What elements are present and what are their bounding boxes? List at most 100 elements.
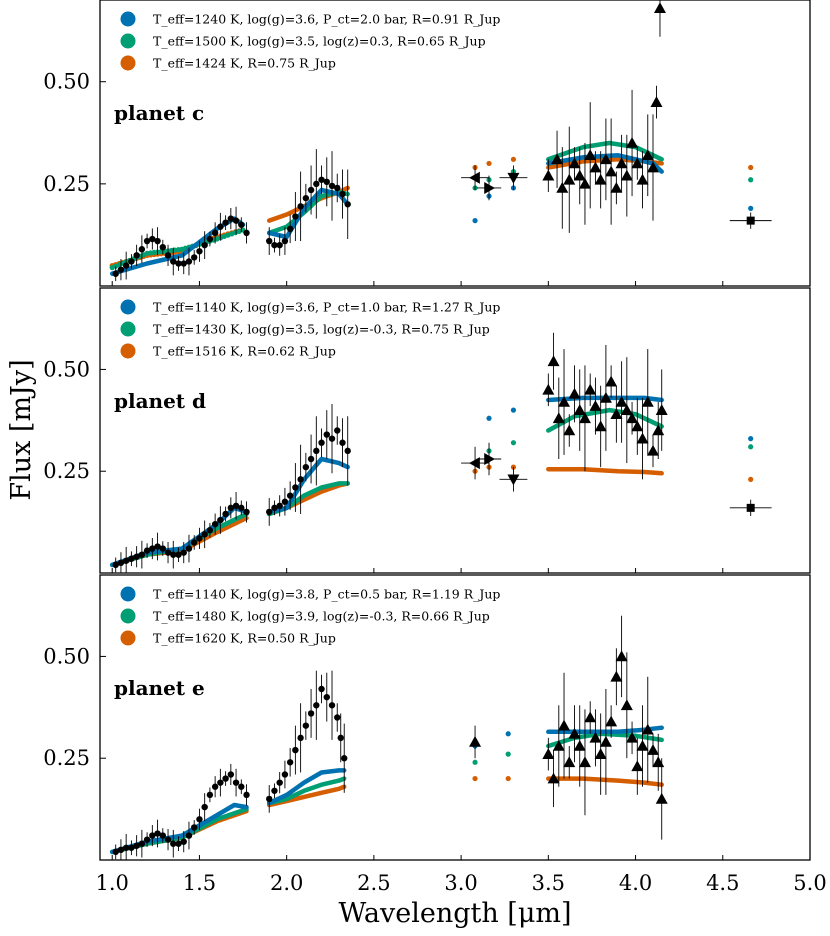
spectrum-point (170, 258, 177, 265)
spectrum-point (276, 779, 283, 786)
spectrum-point (159, 243, 167, 251)
spectrum-point (271, 241, 278, 249)
spectrum-point (201, 803, 208, 811)
panel-label: planet d (114, 389, 206, 413)
spectrum-point (143, 547, 151, 554)
spectrum-point (175, 840, 182, 847)
spectrum-point (276, 502, 283, 510)
lband-point (631, 420, 644, 432)
legend-entry: T_eff=1140 K, log(g)=3.6, P_ct=1.0 bar, … (153, 300, 500, 315)
legend-marker (120, 586, 136, 602)
green-model-line (546, 407, 664, 433)
spectrum-point (170, 551, 177, 558)
spectrum-point (196, 535, 203, 542)
lband-point (599, 391, 612, 403)
spectrum-point (211, 229, 219, 237)
x-tick-label: 1.0 (96, 871, 129, 895)
lband-point (646, 161, 659, 173)
spectrum-point (133, 842, 140, 849)
lband-point (636, 432, 649, 444)
spectrum-point (206, 791, 214, 799)
legend-marker (120, 299, 136, 315)
spectrum-point (180, 549, 187, 556)
lband-point (594, 420, 607, 432)
lband-point (547, 355, 560, 367)
spectrum-point (201, 241, 208, 249)
spectrum-point (191, 254, 198, 261)
spectrum-point (196, 248, 203, 255)
blue-model-phot-point (748, 205, 754, 211)
spectrum-point (191, 539, 198, 546)
lband-point (631, 157, 644, 169)
lband-point (620, 169, 633, 181)
spectrum-point (159, 545, 167, 552)
spectrum-point (201, 531, 208, 538)
lband-point (594, 173, 607, 185)
spectrum-point (297, 476, 304, 483)
spectrum-point (243, 791, 250, 799)
lband-point (547, 772, 560, 784)
spectrum-point (318, 439, 325, 446)
spectrum-point (328, 182, 336, 190)
orange-model-phot-point (472, 775, 478, 782)
y-axis-label: Flux [mJy] (6, 359, 37, 500)
phot-point (469, 735, 482, 747)
spectrum-point (266, 508, 273, 516)
legend-entry: T_eff=1424 K, R=0.75 R_Jup (153, 56, 336, 71)
spectrum-point (122, 844, 130, 851)
blue-model-phot-point (510, 407, 517, 413)
lband-point (615, 650, 628, 662)
panel-label: planet e (114, 676, 205, 700)
blue-model-line (266, 456, 350, 515)
phot-point (469, 171, 480, 184)
spectrum-point (307, 710, 315, 717)
lband-point (563, 173, 576, 185)
spectrum-point (323, 178, 330, 186)
spectrum-point (334, 427, 341, 434)
x-tick-label: 3.0 (444, 871, 477, 895)
spectrum-point (271, 787, 278, 794)
orange-model-phot-point (510, 156, 517, 162)
spectrum-point (217, 223, 224, 230)
lband-point (652, 756, 665, 768)
spectrum-point (164, 549, 172, 556)
y-tick-label: 0.25 (43, 746, 90, 770)
spectrum-point (292, 746, 299, 754)
spectrum-point (281, 498, 289, 505)
lband-point (568, 157, 581, 169)
spectrum-point (276, 241, 283, 249)
orange-model-phot-point (505, 775, 511, 782)
spectrum-point (128, 555, 135, 562)
lband-point (542, 169, 555, 181)
x-tick-label: 4.0 (619, 871, 652, 895)
spectrum-point (238, 504, 245, 512)
spectrum-point (266, 795, 273, 803)
x-tick-label: 2.5 (357, 871, 390, 895)
panel-frame (99, 574, 811, 861)
spectrum-point (206, 527, 214, 534)
spectrum-point (211, 520, 219, 528)
spectrum-point (281, 771, 289, 778)
lband-point (599, 735, 612, 747)
spectrum-point (227, 504, 235, 512)
spectrum-point (292, 213, 299, 220)
phot-point (507, 172, 520, 184)
lband-point (584, 711, 597, 723)
green-model-line (546, 140, 664, 162)
lband-point (573, 404, 586, 415)
phot-point (484, 181, 496, 194)
blue-model-phot-point (748, 436, 754, 442)
lband-point (584, 149, 597, 161)
lband-point (655, 404, 668, 415)
panel-1: 0.25 0.50 T_eff=1240 K, log(g)=3.6, P_ct=2… (43, 0, 811, 287)
y-tick-label: 0.25 (43, 459, 90, 483)
spectrum-point (297, 203, 304, 210)
spectrum-point (117, 266, 125, 273)
blue-model-line (266, 768, 347, 806)
spectrum-point (222, 510, 229, 518)
x-tick-label: 1.5 (183, 871, 216, 895)
lband-point (646, 744, 659, 755)
lband-point (563, 424, 576, 436)
spectrum-point (243, 508, 250, 516)
